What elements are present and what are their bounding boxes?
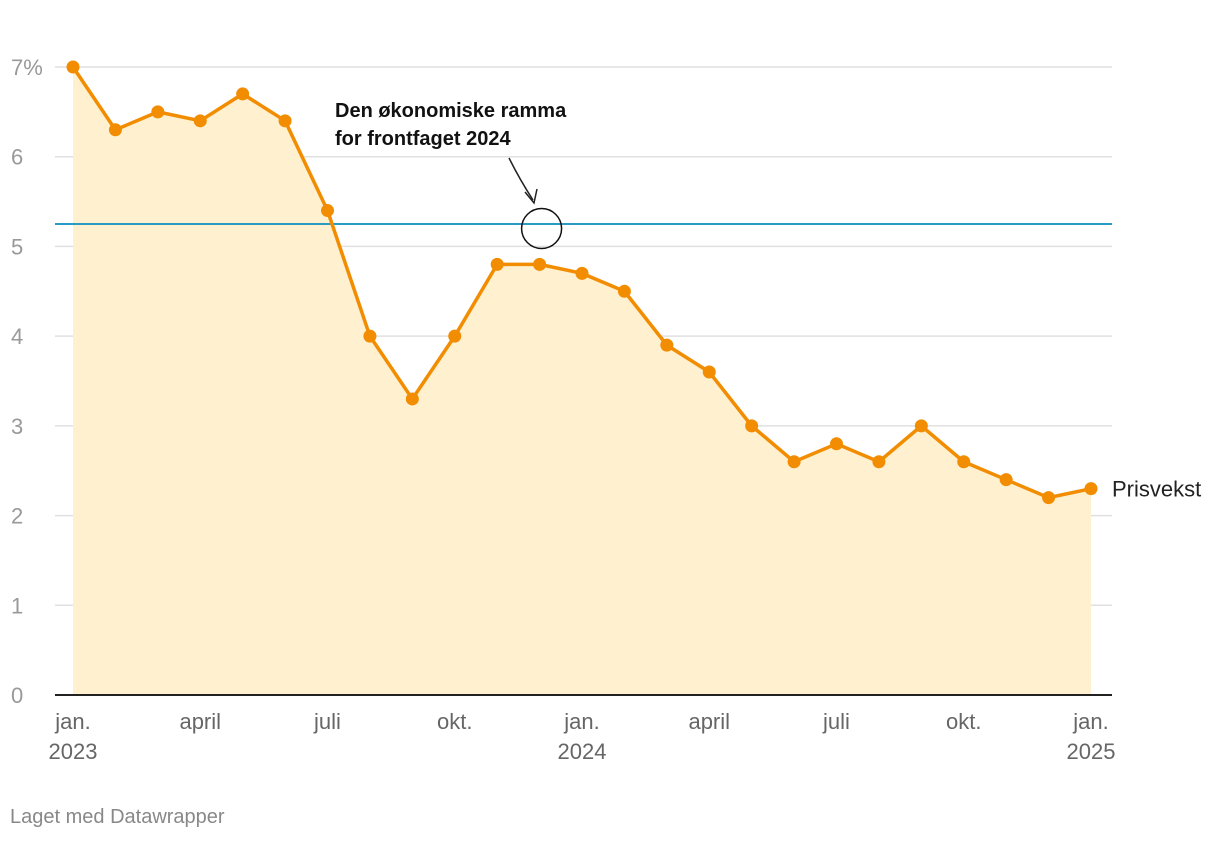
data-point [830,437,843,451]
series-points [66,60,1098,505]
annotation-circle [520,207,563,250]
credit-text: Laget med Datawrapper [10,806,225,828]
x-tick-label: juli [313,709,341,734]
data-point [151,105,165,119]
y-tick-label: 5 [11,234,23,259]
price-growth-chart: 0 1 2 3 4 5 6 7% Prisvekst jan. 2023 april juli okt. j… [11,55,1201,764]
x-tick-label: 2024 [558,739,607,764]
data-point [448,329,462,343]
data-point [405,392,419,406]
axes: 0 1 2 3 4 5 6 7% Prisvekst jan. 2023 april juli okt. j… [11,55,1201,764]
data-point [745,419,759,433]
data-point [321,204,334,218]
y-tick-label: 0 [11,683,23,708]
y-tick-label: 4 [11,324,23,349]
data-point [193,114,207,128]
data-point [108,123,122,137]
x-tick-label: april [179,709,221,734]
annotation-arrow [508,157,534,201]
data-point [66,60,80,74]
data-point [1042,491,1056,505]
data-point [575,266,589,280]
data-point [787,455,801,469]
data-point [617,284,631,298]
x-tick-label: 2023 [49,739,98,764]
y-tick-label: 3 [11,414,23,439]
data-point [999,473,1013,487]
y-tick-label: 1 [11,593,23,618]
x-tick-label: jan. [1072,709,1108,734]
annotation: Den økonomiske ramma for frontfaget 2024 [335,100,567,250]
annotation-text: Den økonomiske ramma [335,100,567,122]
y-tick-label: 2 [11,504,23,529]
data-point [1084,482,1098,496]
data-point [660,338,674,352]
x-tick-label: jan. [54,709,90,734]
x-tick-label: april [688,709,730,734]
x-tick-label: okt. [946,709,981,734]
series-area [73,67,1091,695]
y-tick-label: 6 [11,145,23,170]
data-point [278,114,292,128]
data-point [914,419,928,433]
x-tick-label: jan. [563,709,599,734]
data-point [363,329,377,343]
annotation-arrowhead [524,188,538,205]
data-point [490,257,504,271]
x-tick-label: 2025 [1067,739,1116,764]
data-point [236,87,250,101]
data-point [533,257,547,271]
data-point [957,455,971,469]
x-tick-label: juli [822,709,850,734]
annotation-text: for frontfaget 2024 [335,128,511,150]
area-layer [73,67,1091,695]
x-tick-label: okt. [437,709,472,734]
data-point [702,365,716,379]
series-label: Prisvekst [1112,477,1201,502]
data-point [872,455,886,469]
y-tick-label: 7% [11,55,43,80]
